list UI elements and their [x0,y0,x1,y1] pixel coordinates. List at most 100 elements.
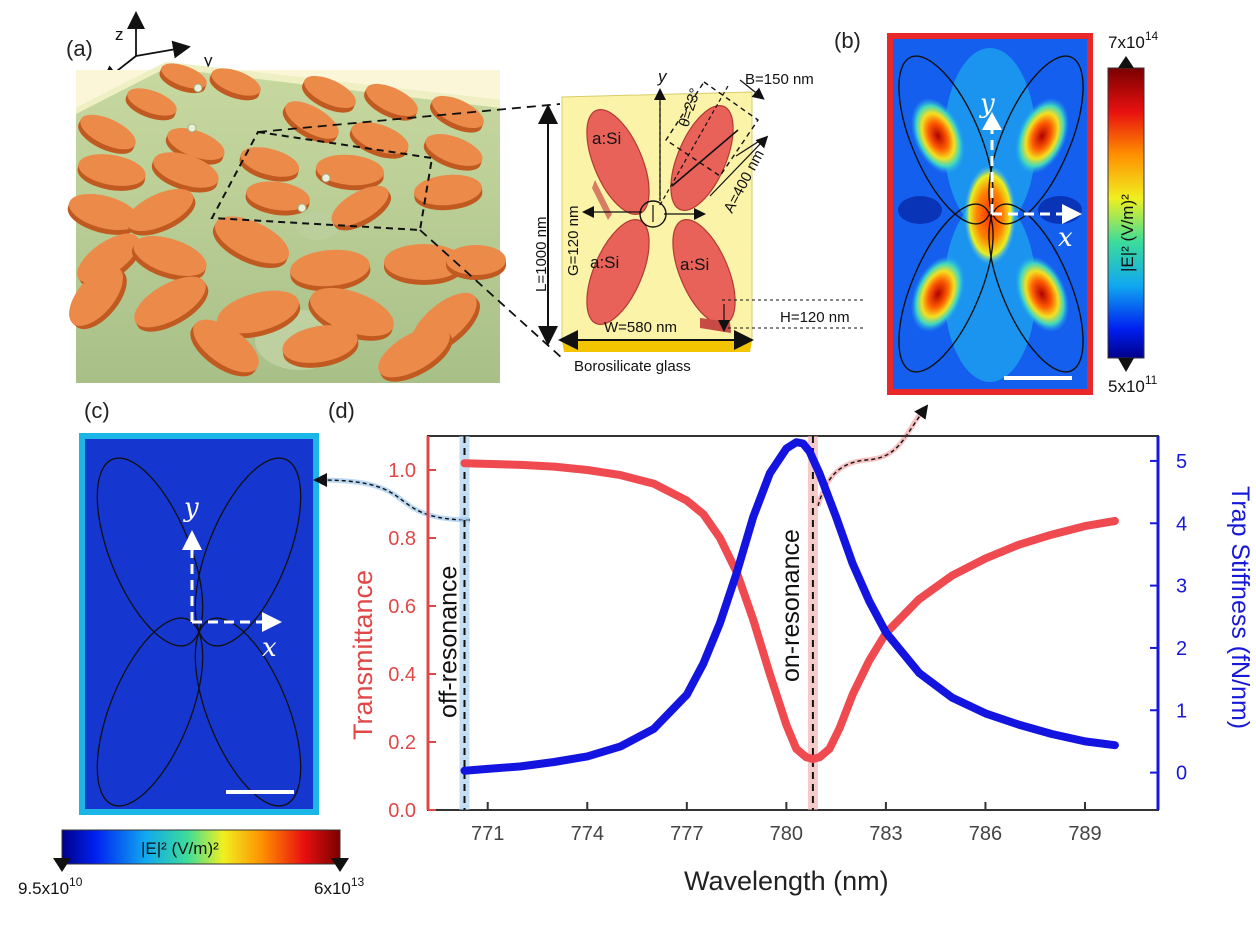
nanodisk [245,181,310,216]
b-cbar-title: |E|² (V/m)² [1118,194,1137,272]
x-tick-label: 774 [571,823,604,845]
nanodisk [134,276,209,332]
material-label-1: a:Si [592,129,621,148]
panel-c-label: (c) [84,398,110,423]
x-tick-label: 777 [670,823,703,845]
nanodisk [165,128,225,165]
nanodisk [212,216,290,269]
nanodisk [349,122,409,159]
nanodisk [331,185,392,231]
colorbar-b [1107,56,1145,372]
dim-w: W=580 nm [604,319,677,336]
substrate-label: Borosilicate glass [574,358,691,375]
x-tick-label: 786 [969,823,1002,845]
series-line-trap-stiffness [460,438,1119,775]
c-cbar-max: 6x1013 [314,875,365,898]
nanodisk [364,83,418,121]
left-axis-title: Transmittance [348,570,378,740]
marker-label: off-resonance [435,566,463,718]
nanodisk [290,249,371,292]
nanodisk [414,174,483,211]
unit-y-label: y [657,67,668,86]
unit-cell-zoom [538,79,864,352]
y-right-tick-label: 1 [1176,700,1187,722]
y-axis-label: y [204,51,213,70]
field-map-b [887,33,1093,395]
nanodisk [282,101,339,144]
y-right-tick-label: 2 [1176,638,1187,660]
b-cbar-max: 7x1014 [1108,29,1159,52]
nanodisk [77,154,146,191]
nanodisk [209,68,261,101]
nanodisk [217,290,301,339]
y-right-tick-label: 3 [1176,576,1187,598]
panel-b-label: (b) [834,28,861,53]
nanodisk [131,236,207,281]
c-cbar-min: 9.5x1010 [18,875,83,898]
y-left-tick-label: 0.4 [388,664,416,686]
dim-b: B=150 nm [745,71,814,88]
trapped-particle [187,123,197,133]
zoom-line-bottom [419,229,563,359]
dim-l: L=1000 nm [533,217,550,292]
trapped-particle [297,203,307,213]
nanodisk-array [67,63,506,382]
b-cbar-min: 5x1011 [1108,373,1158,396]
b-x-label: x [1058,223,1073,253]
nanodisk [190,319,259,377]
c-cbar-title: |E|² (V/m)² [141,839,219,858]
chart-d: off-resonance on-resonance 771 774 777 780 78… [388,435,1187,845]
connector-arrow-b [817,404,929,507]
nanodisk [446,245,506,280]
nanodisk [151,152,219,193]
b-y-label: y [979,89,995,119]
nanodisk [384,244,464,285]
x-axis-title: Wavelength (nm) [684,866,889,896]
c-y-label: y [183,493,199,523]
nanodisk [378,326,453,382]
y-left-tick-label: 0.0 [388,800,416,822]
marker-label: on-resonance [777,529,805,682]
y-left-tick-label: 0.6 [388,596,416,618]
dim-h: H=120 nm [780,309,850,326]
x-tick-label: 771 [471,823,504,845]
nanodisk [282,325,359,368]
z-axis-label: z [115,25,124,44]
zoom-line-top [257,103,561,133]
series-line-transmittance [460,459,1119,763]
x-tick-label: 783 [869,823,902,845]
right-axis-title: Trap Stiffness (fN/nm) [1226,486,1254,729]
trapped-particle [321,173,331,183]
x-tick-label: 780 [770,823,803,845]
connector-glow-b [815,406,927,507]
material-label-2: a:Si [590,253,619,272]
y-right-tick-label: 0 [1176,763,1187,785]
colorbar-c [53,829,349,872]
nanodisk [67,193,140,235]
field-map-c [79,433,319,815]
x-tick-label: 789 [1068,823,1101,845]
nanodisk [126,188,196,236]
connector-arrow-c [313,473,471,521]
panel-a-label: (a) [66,36,93,61]
nanodisk [423,134,483,171]
y-left-tick-label: 1.0 [388,460,416,482]
dim-g: G=120 nm [565,206,582,276]
nanodisk [125,88,177,121]
c-x-label: x [262,633,277,663]
trapped-particle [193,83,203,93]
nanodisk [302,75,356,113]
nanodisk [239,147,300,182]
y-left-tick-label: 0.2 [388,732,416,754]
nanodisk [69,266,127,330]
material-label-3: a:Si [680,255,709,274]
nanodisk [78,114,136,154]
y-right-tick-label: 4 [1176,513,1187,535]
y-left-tick-label: 0.8 [388,528,416,550]
panel-d-label: (d) [328,398,355,423]
nanodisk [159,63,207,94]
nanodisk [315,154,384,191]
y-right-tick-label: 5 [1176,451,1187,473]
connector-glow-c [317,477,471,523]
